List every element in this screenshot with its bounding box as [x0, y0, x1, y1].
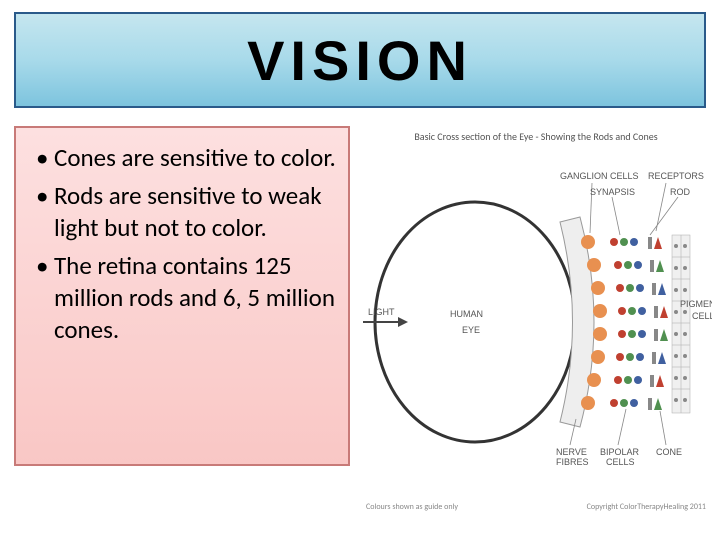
label-bipolar-1: BIPOLAR: [600, 447, 640, 457]
label-rod: ROD: [670, 187, 691, 197]
title-banner: VISION: [14, 12, 706, 108]
page-title: VISION: [247, 28, 473, 93]
diagram-title: Basic Cross section of the Eye - Showing…: [360, 130, 712, 143]
receptors: [648, 237, 668, 410]
label-pigmented-1: PIGMENTED: [680, 299, 712, 309]
light-arrow-head: [398, 317, 408, 327]
label-nerve-2: FIBRES: [556, 457, 589, 467]
bullet-item: The retina contains 125 million rods and…: [26, 250, 338, 346]
label-synapsis: SYNAPSIS: [590, 187, 635, 197]
content-box: Cones are sensitive to color. Rods are s…: [14, 126, 350, 466]
bullet-item: Rods are sensitive to weak light but not…: [26, 180, 338, 244]
label-cone: CONE: [656, 447, 682, 457]
diagram-footer: Colours shown as guide only Copyright Co…: [360, 502, 712, 512]
label-bipolar-2: CELLS: [606, 457, 635, 467]
light-label: LIGHT: [368, 307, 395, 317]
label-nerve-1: NERVE: [556, 447, 587, 457]
footer-left: Colours shown as guide only: [366, 502, 458, 512]
footer-right: Copyright ColorTherapyHealing 2011: [587, 502, 706, 512]
pigmented-cells: [672, 235, 690, 413]
eye-diagram: Basic Cross section of the Eye - Showing…: [360, 130, 712, 520]
label-ganglion: GANGLION CELLS: [560, 171, 639, 181]
label-receptors: RECEPTORS: [648, 171, 704, 181]
eye-label-1: HUMAN: [450, 309, 483, 319]
bullet-list: Cones are sensitive to color. Rods are s…: [26, 142, 338, 346]
bipolar-cells: [610, 238, 646, 407]
eye-cross-section-svg: LIGHT HUMAN EYE: [360, 147, 712, 497]
bullet-item: Cones are sensitive to color.: [26, 142, 338, 174]
eye-label-2: EYE: [462, 325, 480, 335]
label-pigmented-2: CELLS: [692, 311, 712, 321]
